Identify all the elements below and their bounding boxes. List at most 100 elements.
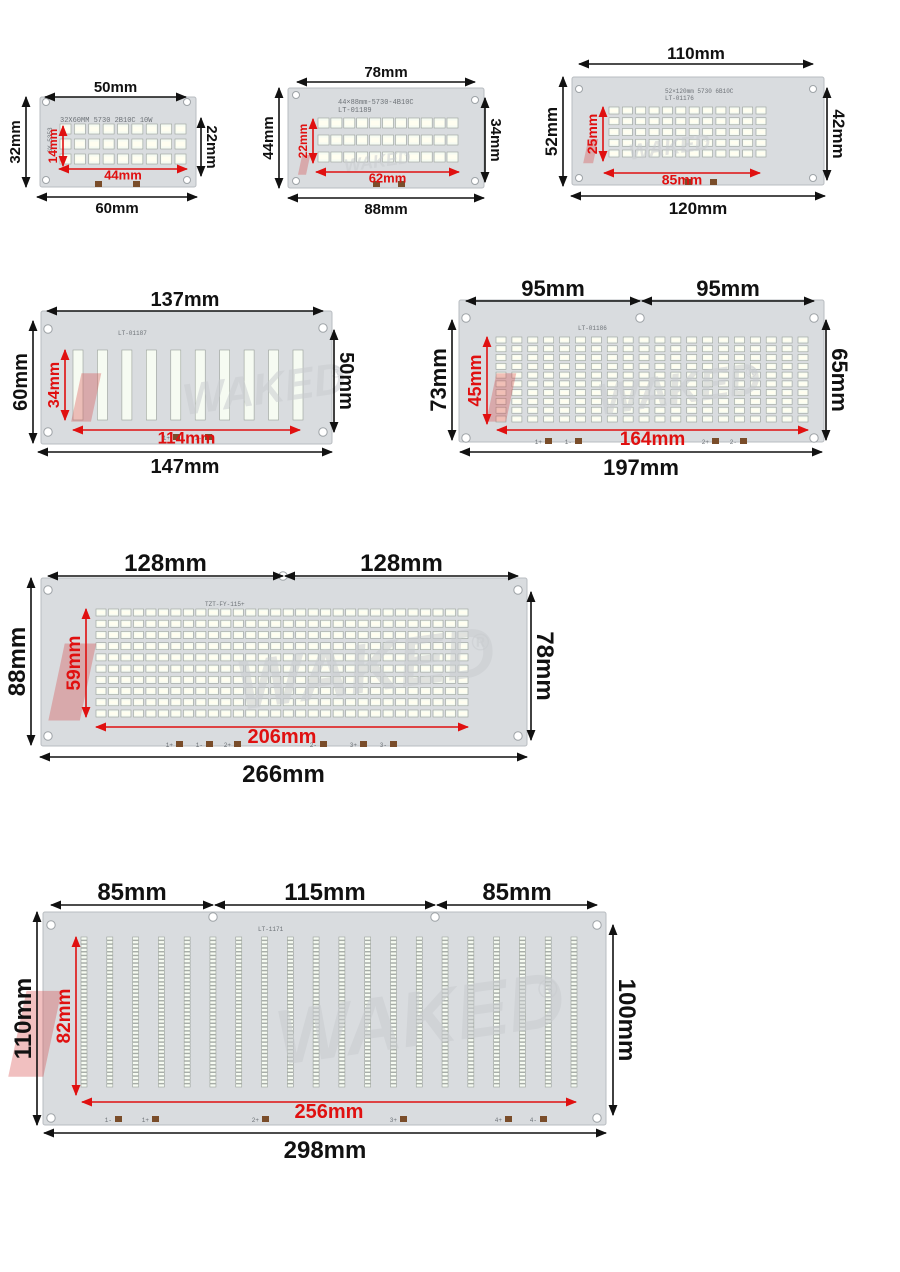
led-chip [183,1015,191,1020]
led-chip [544,1076,552,1080]
led-chip [364,993,371,997]
led-chip [441,1000,449,1005]
led-chip-emitter [370,154,380,160]
led-chip [467,978,475,982]
led-chip [570,993,578,997]
led-chip [441,936,449,941]
led-chip-emitter [97,678,105,682]
led-chip [132,1042,139,1046]
led-chip-emitter [592,356,601,360]
led-chip [338,985,346,990]
led-chip [261,948,268,952]
led-chip [235,1012,243,1016]
led-chip [158,985,165,990]
led-chip-emitter [716,130,725,134]
led-chip-emitter [234,644,243,648]
led-chip [106,997,114,1001]
led-chip [312,993,320,997]
led-chip [570,955,578,960]
led-chip-emitter [751,408,760,412]
led-chip [261,944,268,948]
led-chip-emitter [409,689,418,693]
led-chip-emitter [209,711,218,716]
led-chip [106,936,114,941]
led-chip [415,1015,423,1020]
led-chip-emitter [799,338,807,342]
led-chip [364,989,371,994]
led-chip [570,978,578,982]
led-chip [80,951,88,956]
led-area-height-label: 34mm [46,362,63,408]
led-chip [570,951,578,956]
mounting-hole [461,433,471,443]
led-chip [364,1012,371,1016]
left-dimension-label: 110mm [10,978,37,1059]
led-chip [132,997,139,1001]
led-chip [544,981,552,986]
led-chip [209,955,217,960]
led-chip [158,1004,165,1009]
led-chip [235,1000,243,1005]
led-chip-emitter [767,382,776,386]
led-chip [106,966,114,971]
led-chip [312,978,320,982]
led-chip [80,1083,88,1088]
led-chip [158,955,165,960]
led-chip [106,1042,114,1046]
led-chip-emitter [560,356,569,360]
led-chip-emitter [719,417,728,421]
led-chip-emitter [743,108,752,113]
led-chip [570,940,578,945]
led-chip [106,1061,114,1065]
mounting-hole [592,920,602,930]
led-chip-emitter [159,633,168,637]
solder-pad [740,438,747,444]
led-chip-emitter [334,655,343,660]
led-chip [467,970,475,975]
led-chip-emitter [446,610,455,615]
solder-pad [360,741,367,747]
led-chip [80,1076,88,1080]
led-chip [467,951,475,956]
led-chip-emitter [560,347,569,351]
watermark-registered-mark: ® [404,151,409,159]
led-chip [183,1072,191,1076]
led-chip [467,1000,475,1005]
led-chip-emitter [592,382,601,386]
led-chip-emitter [284,633,293,637]
pad-label: 1- [565,439,572,446]
led-chip-emitter [640,417,649,421]
led-chip-emitter [640,373,649,377]
bottom-dimension-label: 147mm [151,456,220,478]
led-chip [467,1061,475,1065]
led-chip-emitter [346,666,355,671]
led-chip-emitter [132,156,142,162]
led-chip-emitter [196,621,205,626]
led-chip [364,936,371,941]
led-chip [570,1042,578,1046]
led-chip [261,1068,268,1073]
led-chip-emitter [783,408,792,412]
led-chip [364,1079,371,1084]
led-chip-emitter [209,644,218,648]
led-chip [235,944,243,948]
led-chip [106,1027,114,1031]
led-chip [106,1000,114,1005]
led-chip [312,1042,320,1046]
led-chip [287,1012,294,1016]
led-chip [415,978,423,982]
led-chip-emitter [655,417,664,421]
led-chip-emitter [104,156,114,162]
led-chip-emitter [655,391,664,395]
led-chip [287,993,294,997]
led-chip [570,1034,578,1039]
led-chip-emitter [357,120,367,126]
led-chip-emitter [383,120,393,126]
led-chip [544,997,552,1001]
led-chip [570,1076,578,1080]
led-chip-emitter [357,137,367,143]
led-chip [390,1072,397,1076]
led-chip-emitter [221,610,230,615]
led-chip-emitter [171,700,180,705]
